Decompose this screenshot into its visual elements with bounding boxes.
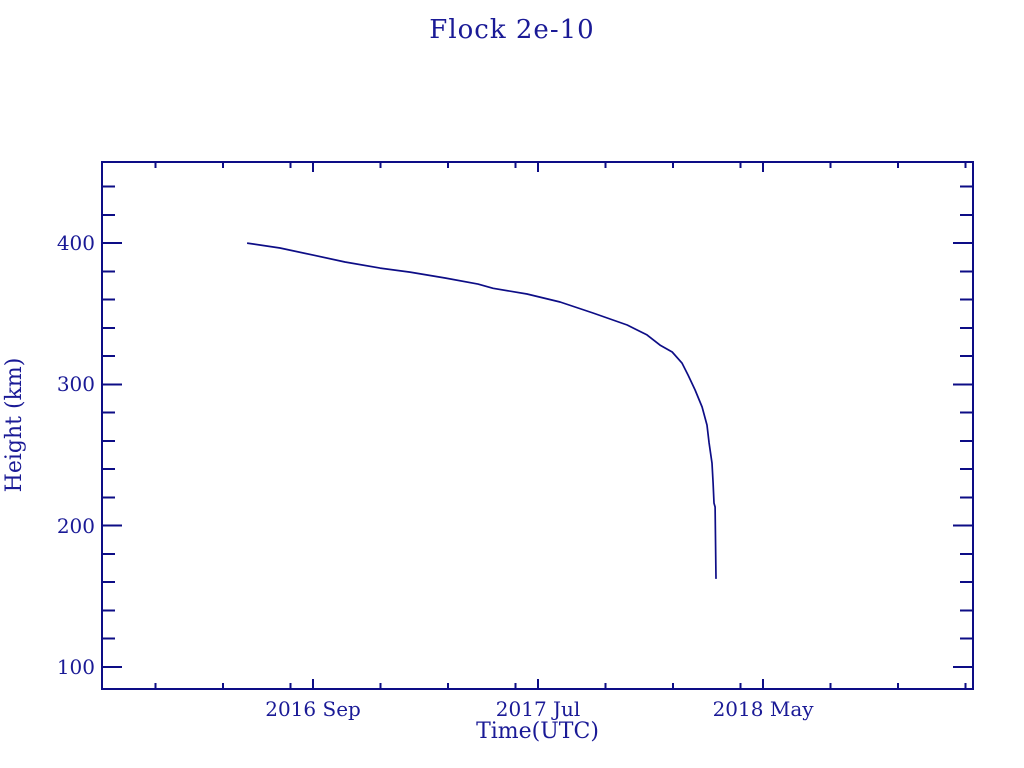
y-tick-label-400: 400 [56, 231, 95, 256]
chart-title: Flock 2e-10 [429, 15, 595, 45]
x-tick-label-2: 2018 May [712, 697, 814, 721]
x-tick-label-0: 2016 Sep [265, 697, 361, 721]
y-tick-label-200: 200 [56, 513, 95, 538]
x-axis-title: Time(UTC) [476, 719, 599, 744]
plot-frame [101, 161, 974, 690]
decay-curve [246, 242, 717, 579]
x-tick-label-1: 2017 Jul [495, 697, 581, 721]
y-tick-label-300: 300 [56, 372, 95, 397]
y-tick-label-100: 100 [56, 654, 95, 679]
